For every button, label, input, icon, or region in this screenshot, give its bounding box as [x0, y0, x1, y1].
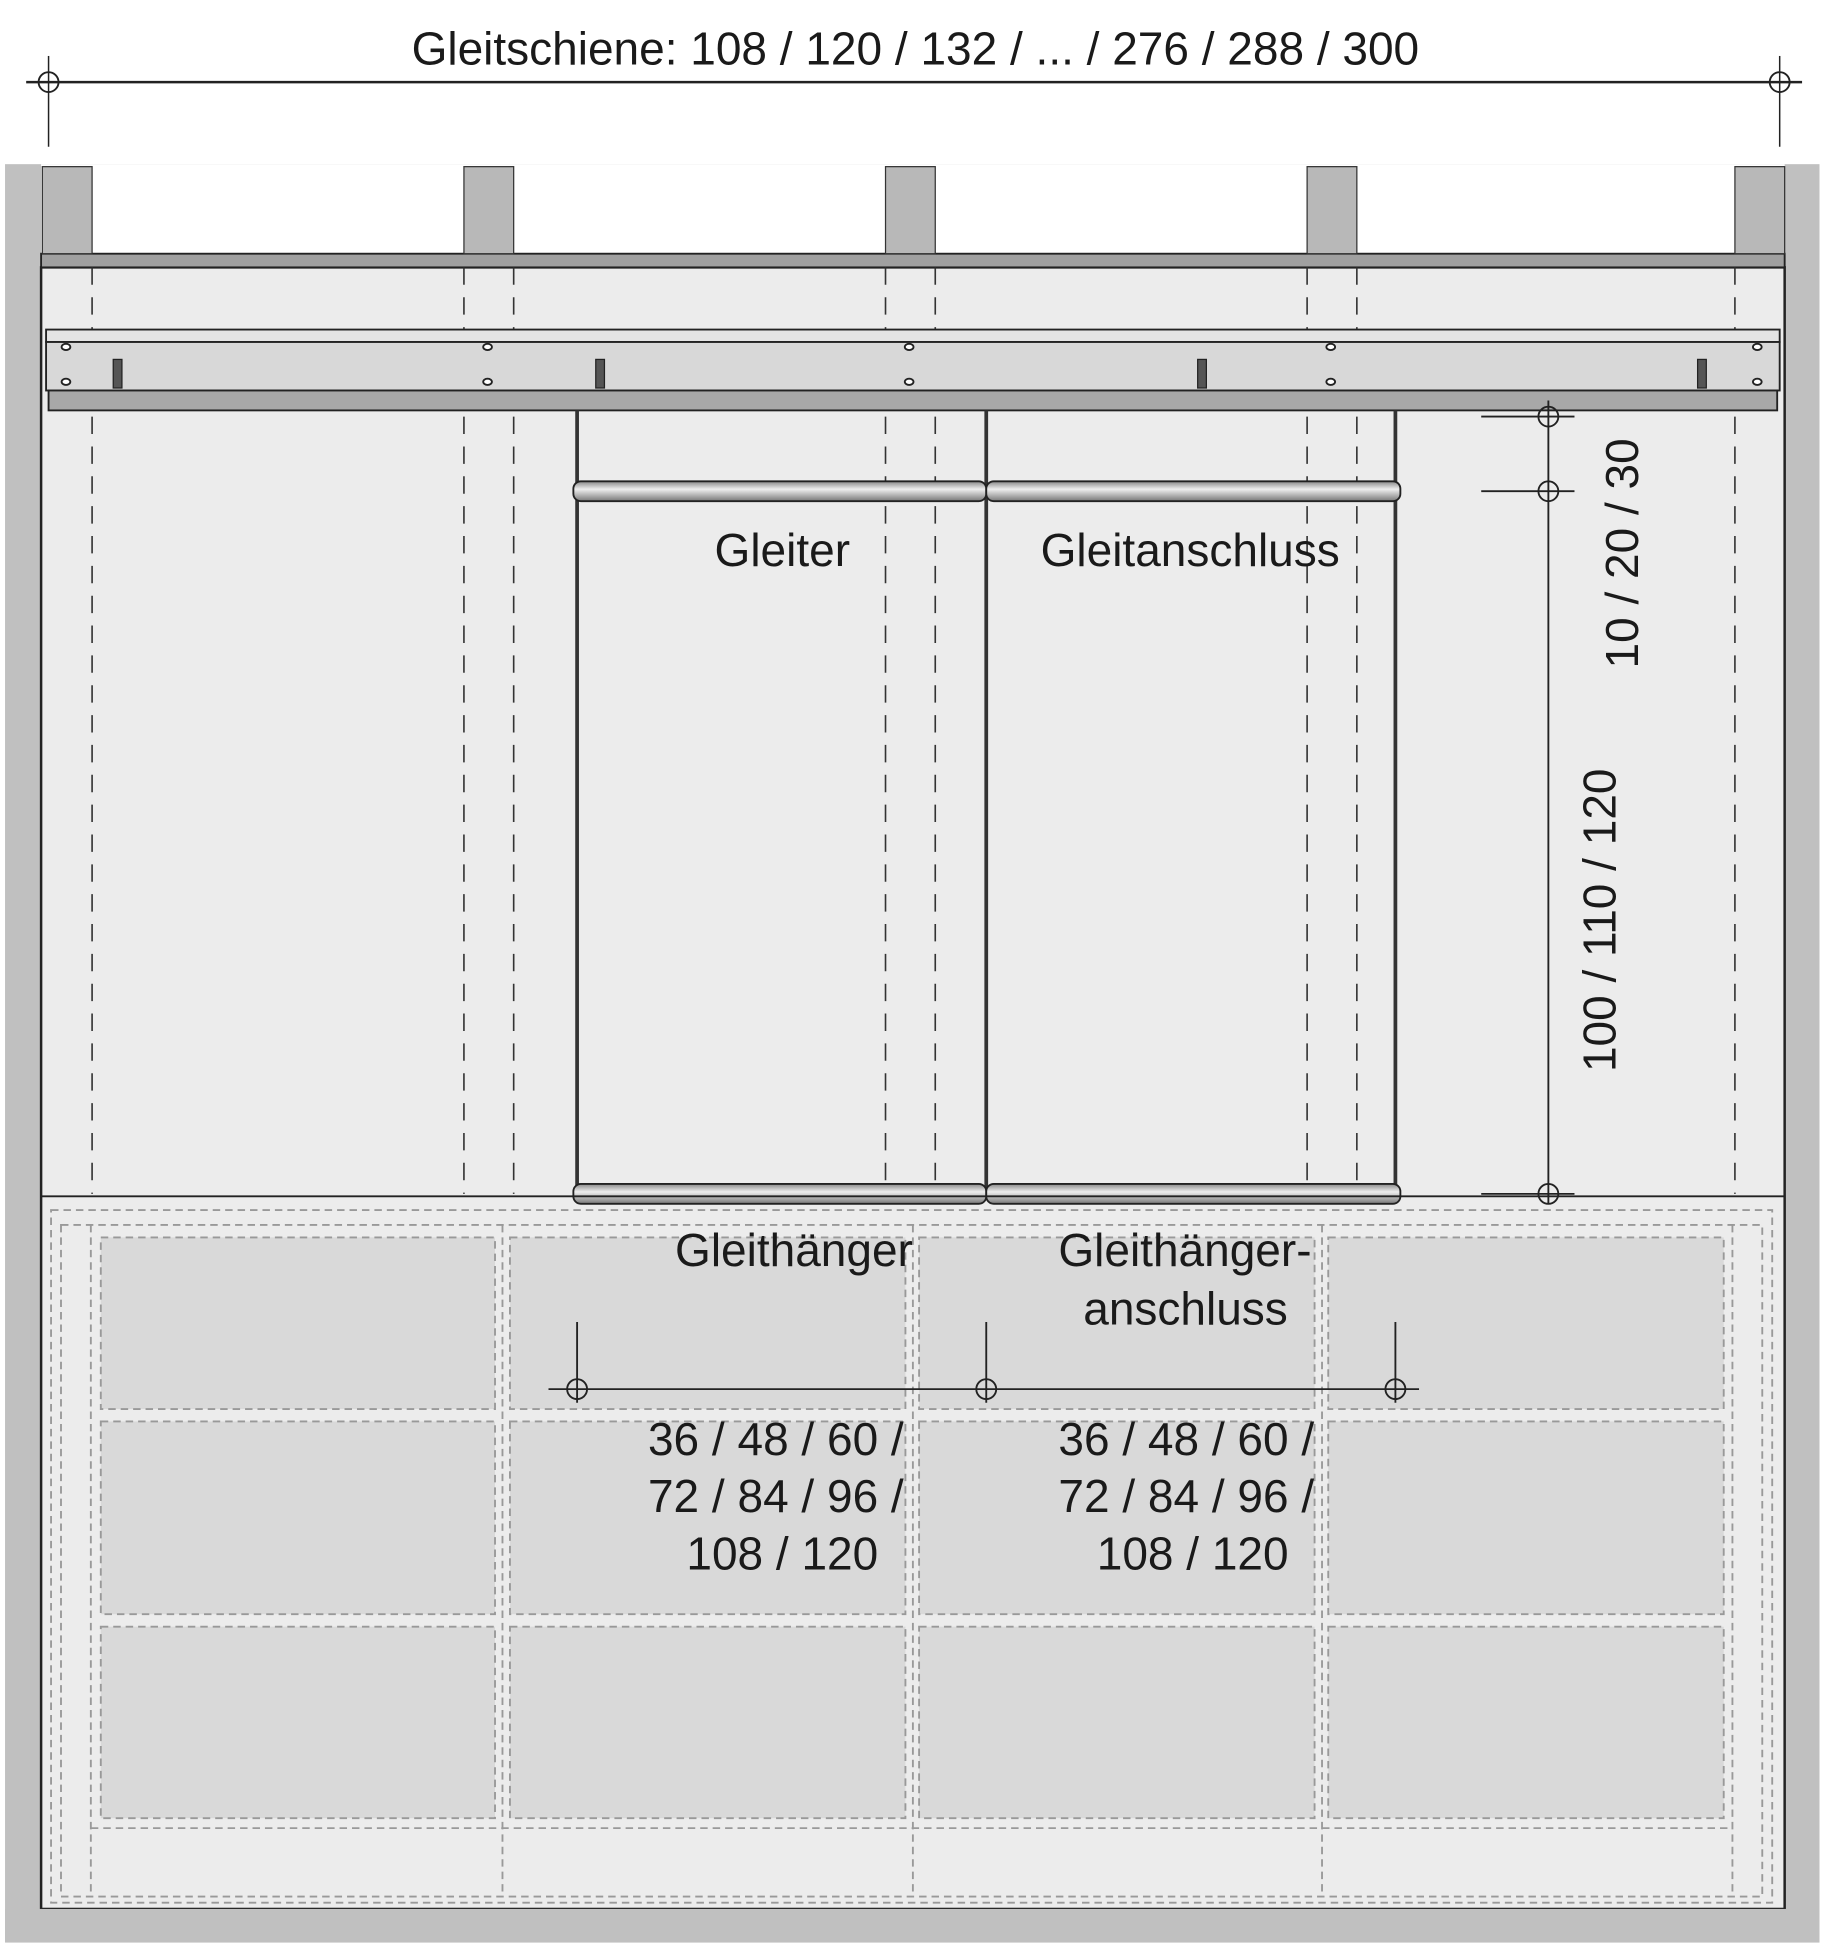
hanger-connector-tube	[985, 1182, 1402, 1205]
joist-hidden-lines	[91, 267, 1736, 1194]
glider-label: Gleiter	[715, 524, 850, 576]
glide-tubes	[572, 480, 1402, 1205]
joist	[1734, 166, 1786, 255]
spacing-left-line2: 72 / 84 / 96 /	[648, 1470, 904, 1522]
drop-dimension	[1481, 400, 1575, 1205]
screw-icons	[60, 342, 1763, 386]
hanger-connector-label-line1: Gleithänger-	[1058, 1224, 1311, 1276]
spacing-right-line3: 108 / 120	[1097, 1527, 1289, 1579]
rail-length-label: Gleitschiene: 108 / 120 / 132 / ... / 27…	[412, 23, 1420, 75]
spacing-left-line3: 108 / 120	[686, 1527, 878, 1579]
joists	[41, 166, 1786, 255]
sliding-rail	[45, 328, 1781, 412]
glider-tube	[572, 480, 988, 503]
bolt-icons	[112, 358, 1707, 389]
joist	[884, 166, 936, 255]
rail-length-dimension	[26, 55, 1803, 147]
joist	[463, 166, 515, 255]
spacing-right-line1: 36 / 48 / 60 /	[1058, 1413, 1314, 1465]
glider-connector-tube	[985, 480, 1402, 503]
hanger-label: Gleithänger	[675, 1224, 913, 1276]
drop-long-label: 100 / 110 / 120	[1574, 769, 1626, 1073]
joist	[1306, 166, 1358, 255]
spacing-dimension	[548, 1321, 1420, 1403]
spacing-right-line2: 72 / 84 / 96 /	[1058, 1470, 1314, 1522]
glider-connector-label: Gleitanschluss	[1041, 524, 1340, 576]
drop-short-label: 10 / 20 / 30	[1596, 438, 1648, 668]
joist	[41, 166, 93, 255]
ceiling-beam	[40, 252, 1786, 269]
hanger-rods	[575, 410, 1398, 1194]
hanger-tube	[572, 1182, 988, 1205]
hanger-connector-label-line2: anschluss	[1083, 1282, 1288, 1334]
cabinet-panels	[50, 1209, 1774, 1904]
spacing-left-line1: 36 / 48 / 60 /	[648, 1413, 904, 1465]
